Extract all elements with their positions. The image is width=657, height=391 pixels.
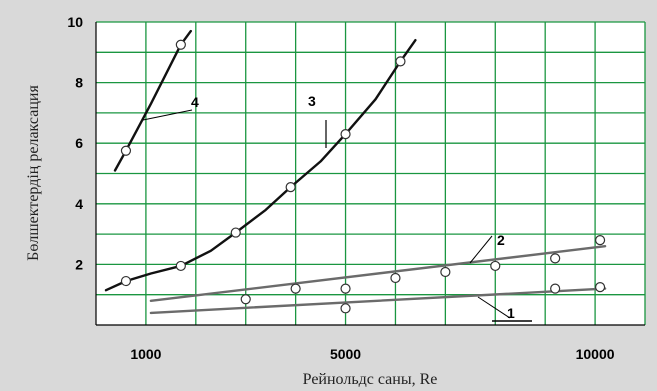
- data-point-3: [175, 260, 186, 272]
- data-point-2: [240, 294, 251, 305]
- axes: [95, 22, 645, 326]
- curve-label-1: 1: [477, 296, 532, 322]
- data-point-3: [395, 56, 406, 67]
- y-axis-title: Бөлшектердің релаксация: [25, 85, 42, 261]
- data-point-3: [340, 129, 351, 140]
- curve-label-1-text: 1: [507, 305, 515, 321]
- data-point-2: [490, 260, 501, 272]
- data-point-2: [440, 266, 451, 278]
- curve-label-2: 2: [469, 232, 505, 264]
- x-axis-title: Рейнольдс саны, Re: [303, 371, 438, 388]
- curve-label-1-leader: [477, 296, 511, 319]
- curve-labels: 4 3 2 1: [142, 93, 532, 322]
- y-tick-label: 4: [75, 196, 83, 212]
- curve-label-3: 3: [308, 93, 327, 148]
- curve-label-2-leader: [469, 235, 493, 264]
- data-point-2: [594, 235, 606, 246]
- curve-label-3-text: 3: [308, 93, 316, 109]
- data-point-1: [594, 282, 606, 293]
- x-tick-label: 1000: [130, 346, 161, 362]
- curve-label-4: 4: [142, 94, 199, 121]
- series-line-3: [104, 39, 417, 292]
- series-line-1: [149, 287, 607, 315]
- y-tick-label: 2: [75, 256, 83, 272]
- data-point-4: [175, 39, 186, 50]
- y-tick-labels: 2 4 6 8 10: [67, 14, 83, 272]
- curve-label-4-leader: [142, 109, 193, 121]
- data-point-2: [290, 283, 301, 294]
- series-lines: [104, 29, 607, 315]
- series-line-4: [113, 29, 193, 172]
- series-points: [120, 39, 606, 314]
- y-tick-label: 8: [75, 75, 83, 91]
- curve-label-2-text: 2: [497, 232, 505, 248]
- x-tick-label: 5000: [330, 346, 361, 362]
- y-tick-label: 6: [75, 135, 83, 151]
- curve-label-4-text: 4: [191, 94, 199, 110]
- data-point-2: [550, 253, 561, 264]
- data-point-2: [390, 272, 401, 284]
- data-point-3: [230, 227, 241, 238]
- data-point-1: [340, 303, 351, 314]
- y-tick-label: 10: [67, 14, 83, 30]
- series-line-2: [149, 244, 607, 302]
- x-tick-labels: 1000 5000 10000: [130, 346, 614, 362]
- data-point-2: [340, 283, 351, 294]
- x-tick-label: 10000: [576, 346, 615, 362]
- data-point-1: [550, 283, 561, 294]
- data-point-4: [120, 145, 132, 156]
- data-point-3: [120, 275, 132, 287]
- data-point-3: [285, 182, 296, 193]
